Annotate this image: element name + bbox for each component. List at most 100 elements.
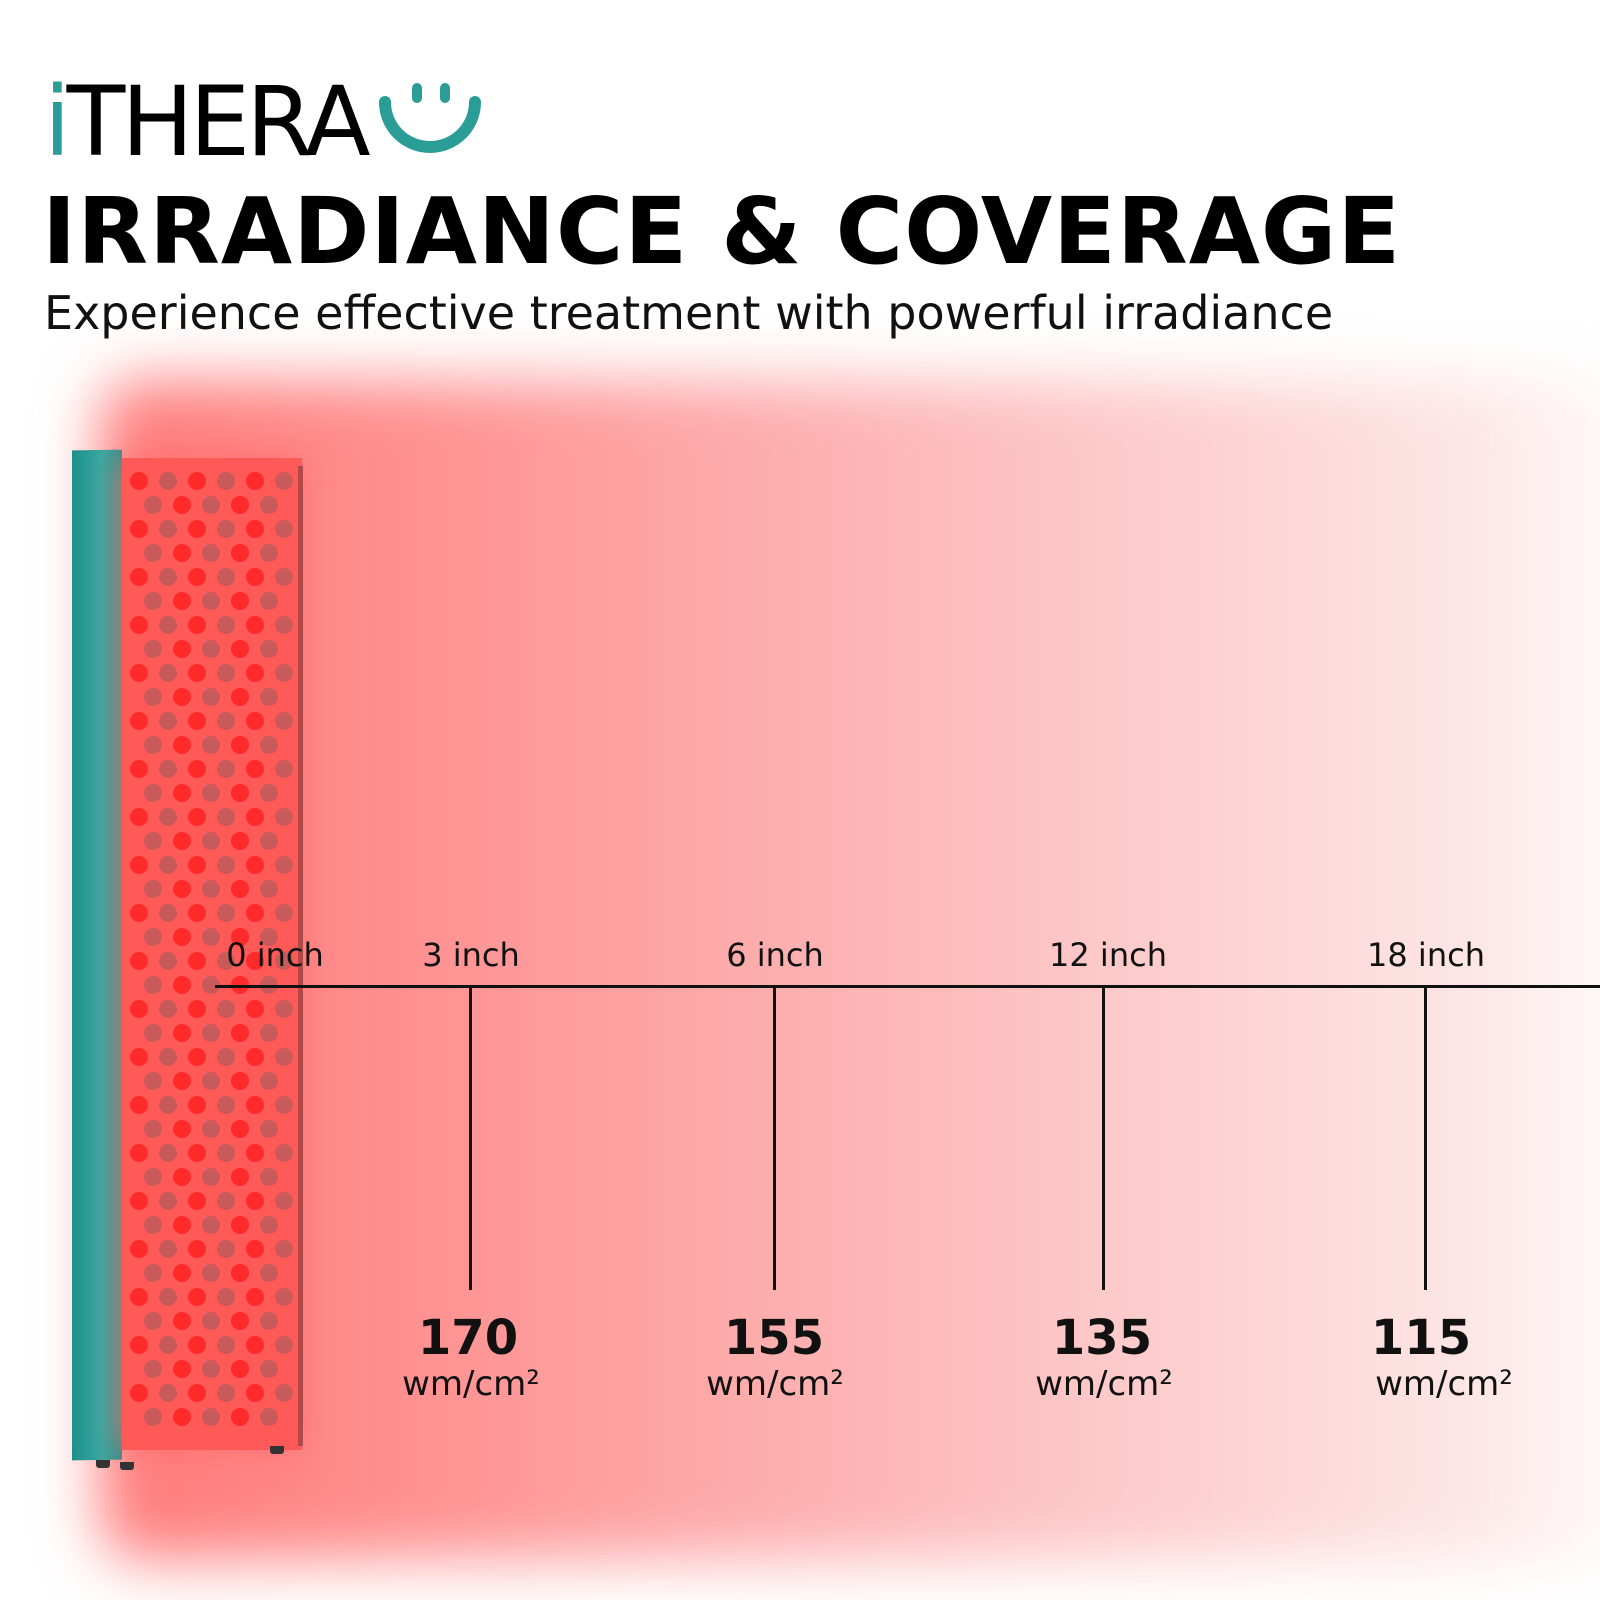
led bbox=[159, 1336, 177, 1354]
led bbox=[173, 832, 191, 850]
led bbox=[159, 904, 177, 922]
led bbox=[202, 1120, 220, 1138]
led bbox=[188, 760, 206, 778]
led bbox=[173, 544, 191, 562]
led bbox=[231, 832, 249, 850]
led bbox=[188, 1048, 206, 1066]
led bbox=[188, 1336, 206, 1354]
led bbox=[246, 1144, 264, 1162]
led bbox=[260, 832, 278, 850]
led bbox=[188, 856, 206, 874]
led bbox=[202, 832, 220, 850]
led bbox=[144, 1360, 162, 1378]
led bbox=[260, 784, 278, 802]
led bbox=[144, 1024, 162, 1042]
led bbox=[159, 664, 177, 682]
led bbox=[275, 568, 293, 586]
led bbox=[159, 1240, 177, 1258]
led bbox=[130, 520, 148, 538]
led bbox=[246, 856, 264, 874]
led bbox=[246, 568, 264, 586]
irradiance-unit: wm/cm² bbox=[402, 1364, 540, 1404]
led bbox=[260, 592, 278, 610]
led bbox=[246, 1000, 264, 1018]
page-title: IRRADIANCE & COVERAGE bbox=[42, 178, 1402, 285]
led bbox=[130, 568, 148, 586]
led bbox=[188, 808, 206, 826]
brand-logo: i THERA bbox=[44, 74, 485, 170]
led bbox=[130, 952, 148, 970]
led bbox=[275, 808, 293, 826]
distance-tick bbox=[1102, 987, 1105, 1290]
led bbox=[275, 856, 293, 874]
led bbox=[130, 904, 148, 922]
led bbox=[217, 1096, 235, 1114]
led bbox=[188, 904, 206, 922]
distance-label: 18 inch bbox=[1367, 936, 1485, 974]
led bbox=[173, 1360, 191, 1378]
led bbox=[260, 1264, 278, 1282]
led bbox=[202, 1360, 220, 1378]
led bbox=[144, 1120, 162, 1138]
led bbox=[202, 784, 220, 802]
led bbox=[246, 664, 264, 682]
led bbox=[275, 1192, 293, 1210]
led bbox=[130, 760, 148, 778]
led bbox=[144, 736, 162, 754]
led bbox=[231, 1024, 249, 1042]
led bbox=[188, 616, 206, 634]
led bbox=[260, 1168, 278, 1186]
led bbox=[246, 472, 264, 490]
irradiance-value: 155 bbox=[723, 1310, 825, 1366]
led bbox=[260, 1360, 278, 1378]
led bbox=[217, 664, 235, 682]
led bbox=[275, 1144, 293, 1162]
led bbox=[173, 736, 191, 754]
led bbox=[144, 544, 162, 562]
led bbox=[246, 616, 264, 634]
led bbox=[159, 568, 177, 586]
led bbox=[231, 784, 249, 802]
led bbox=[231, 736, 249, 754]
led bbox=[159, 856, 177, 874]
led bbox=[202, 1312, 220, 1330]
led bbox=[275, 472, 293, 490]
led bbox=[217, 1288, 235, 1306]
led bbox=[144, 1168, 162, 1186]
led bbox=[246, 1384, 264, 1402]
led bbox=[217, 808, 235, 826]
led bbox=[159, 808, 177, 826]
led bbox=[246, 952, 264, 970]
led bbox=[202, 1408, 220, 1426]
led bbox=[275, 760, 293, 778]
led bbox=[246, 1192, 264, 1210]
led bbox=[231, 1168, 249, 1186]
led bbox=[173, 496, 191, 514]
distance-tick bbox=[1424, 987, 1427, 1290]
led bbox=[130, 712, 148, 730]
led bbox=[188, 1096, 206, 1114]
led bbox=[260, 1408, 278, 1426]
led bbox=[130, 1240, 148, 1258]
led bbox=[144, 928, 162, 946]
led bbox=[217, 1240, 235, 1258]
led bbox=[144, 640, 162, 658]
irradiance-unit: wm/cm² bbox=[1375, 1364, 1513, 1404]
led bbox=[202, 736, 220, 754]
led bbox=[173, 1024, 191, 1042]
led bbox=[188, 952, 206, 970]
led bbox=[130, 808, 148, 826]
led bbox=[173, 928, 191, 946]
led bbox=[260, 736, 278, 754]
distance-axis bbox=[215, 985, 1600, 988]
led bbox=[275, 712, 293, 730]
led bbox=[231, 880, 249, 898]
led bbox=[159, 1192, 177, 1210]
led bbox=[246, 1048, 264, 1066]
led bbox=[260, 544, 278, 562]
led bbox=[246, 808, 264, 826]
led bbox=[130, 1048, 148, 1066]
led bbox=[130, 1336, 148, 1354]
led bbox=[246, 1336, 264, 1354]
led bbox=[159, 520, 177, 538]
